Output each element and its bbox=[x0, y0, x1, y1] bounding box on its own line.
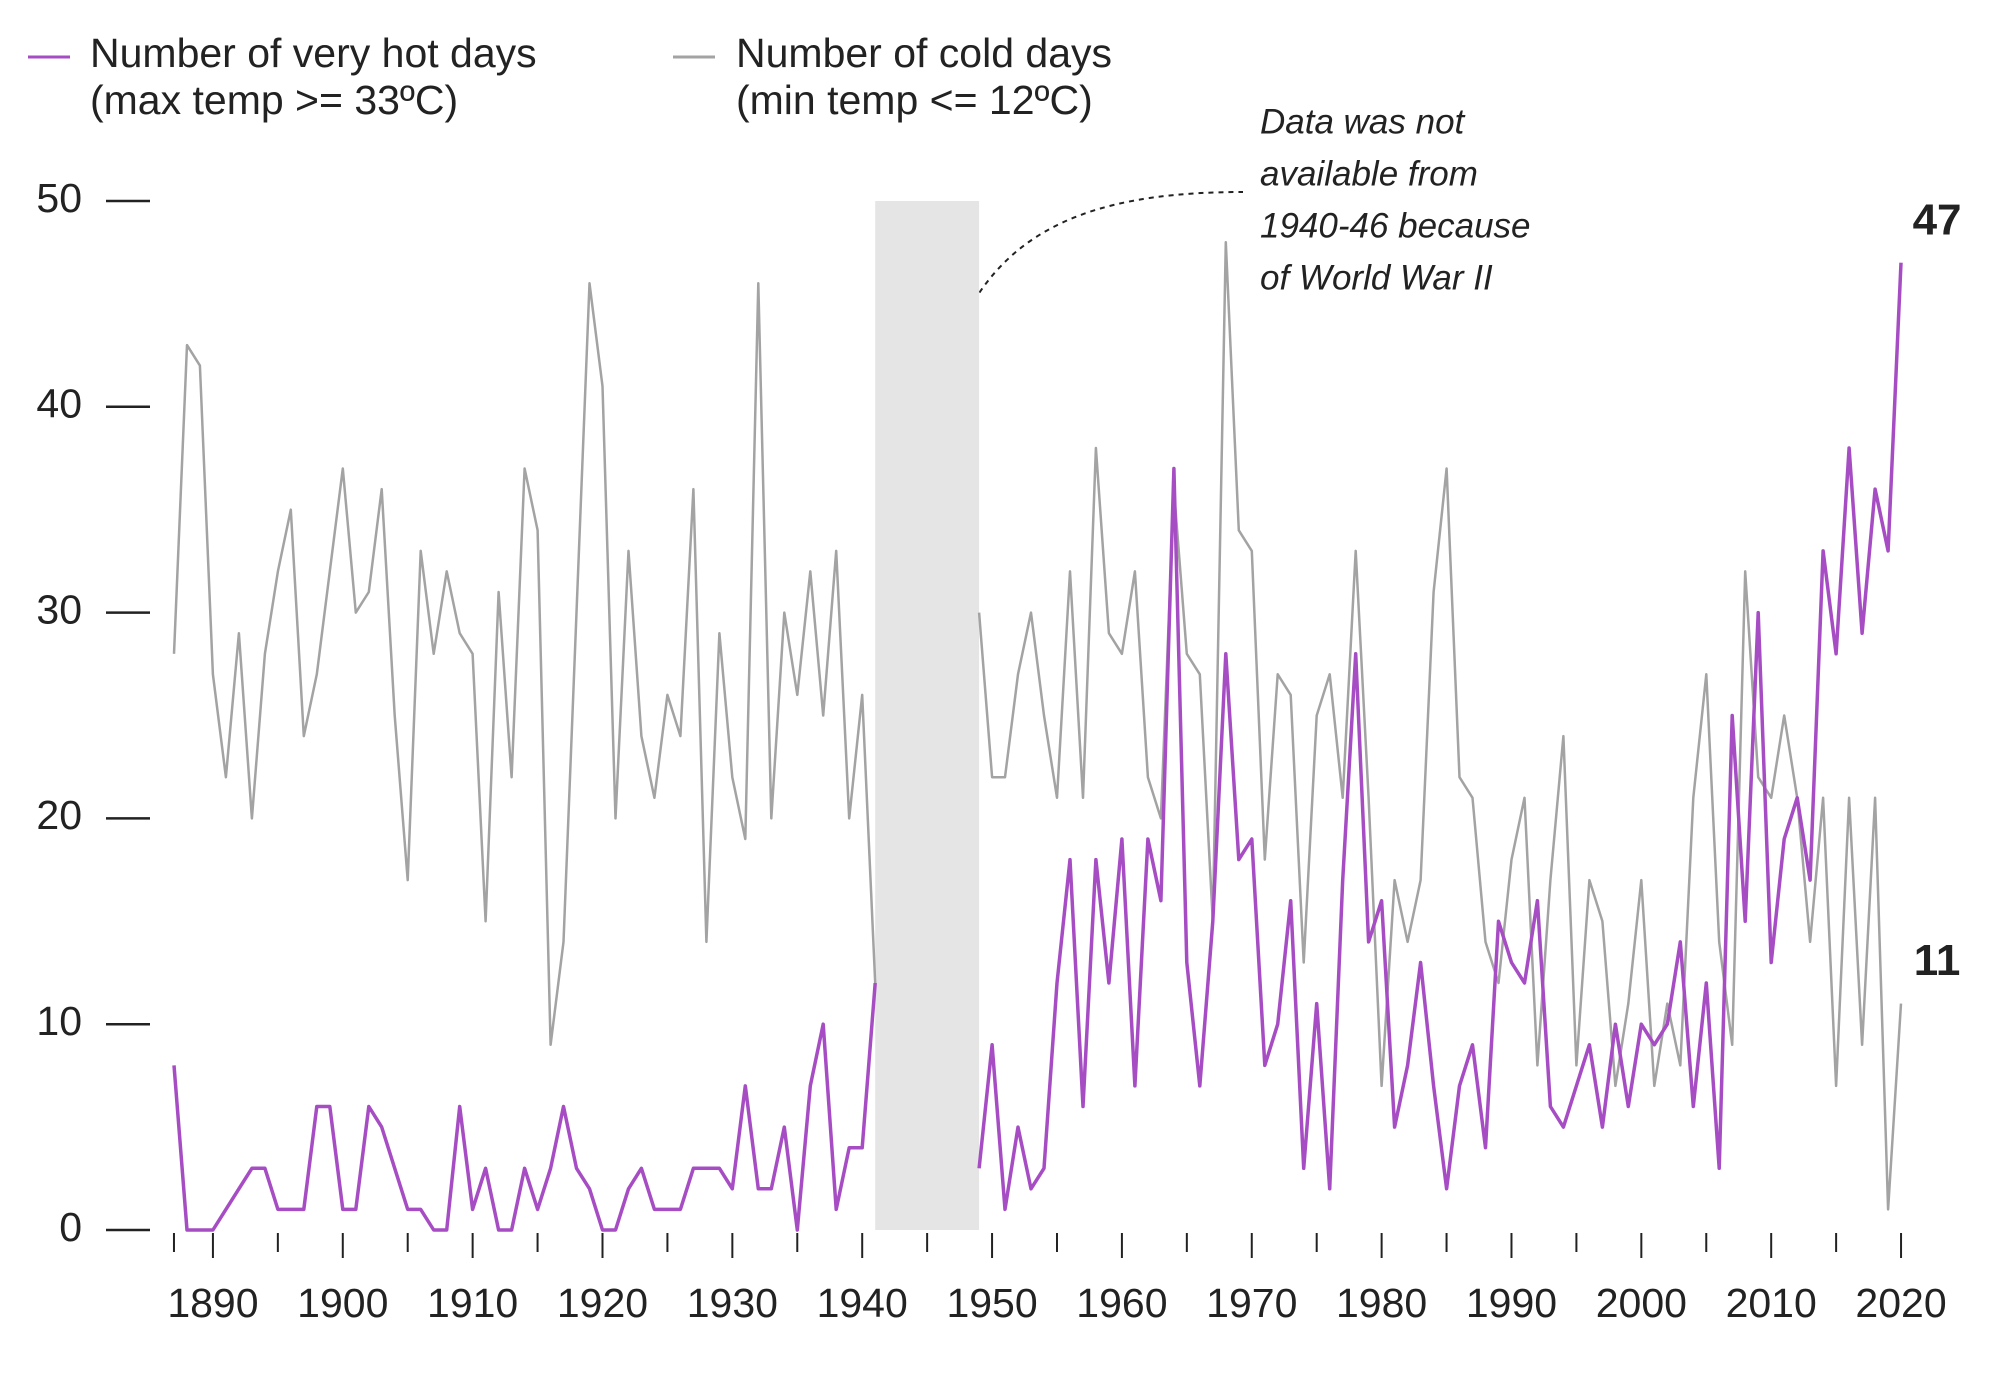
end-label: 47 bbox=[1913, 195, 1962, 244]
y-tick-label: 20 bbox=[36, 792, 82, 838]
annotation: Data was not bbox=[1260, 102, 1466, 141]
x-tick-label: 2000 bbox=[1596, 1280, 1687, 1326]
x-tick-label: 1980 bbox=[1336, 1280, 1427, 1326]
series-line bbox=[172, 262, 1903, 1232]
annotation: 1940-46 because bbox=[1260, 206, 1531, 245]
x-tick-label: 1910 bbox=[427, 1280, 518, 1326]
y-tick-label: 0 bbox=[59, 1204, 82, 1250]
x-tick-label: 1970 bbox=[1206, 1280, 1297, 1326]
x-tick-label: 1900 bbox=[297, 1280, 388, 1326]
x-tick-label: 1890 bbox=[167, 1280, 258, 1326]
x-tick-label: 1920 bbox=[557, 1280, 648, 1326]
y-tick-label: 10 bbox=[36, 998, 82, 1044]
annotation-connector bbox=[973, 191, 1244, 302]
annotation: of World War II bbox=[1260, 258, 1493, 297]
shaded-range bbox=[875, 201, 980, 1230]
x-tick-label: 1930 bbox=[687, 1280, 778, 1326]
legend-label: Number of very hot days (max temp >= 33º… bbox=[90, 30, 537, 123]
y-tick-label: 40 bbox=[36, 381, 82, 427]
y-tick-label: 30 bbox=[36, 586, 82, 632]
series-line bbox=[172, 240, 1903, 1211]
end-label: 11 bbox=[1914, 936, 1961, 985]
legend-label: Number of cold days (min temp <= 12ºC) bbox=[736, 30, 1113, 123]
x-tick-label: 1940 bbox=[817, 1280, 908, 1326]
x-tick-label: 2010 bbox=[1726, 1280, 1817, 1326]
x-tick-label: 1960 bbox=[1076, 1280, 1167, 1326]
annotation: available from bbox=[1260, 154, 1478, 193]
y-tick-label: 50 bbox=[36, 175, 82, 221]
x-tick-label: 1990 bbox=[1466, 1280, 1557, 1326]
x-tick-label: 2020 bbox=[1855, 1280, 1946, 1326]
x-tick-label: 1950 bbox=[946, 1280, 1037, 1326]
